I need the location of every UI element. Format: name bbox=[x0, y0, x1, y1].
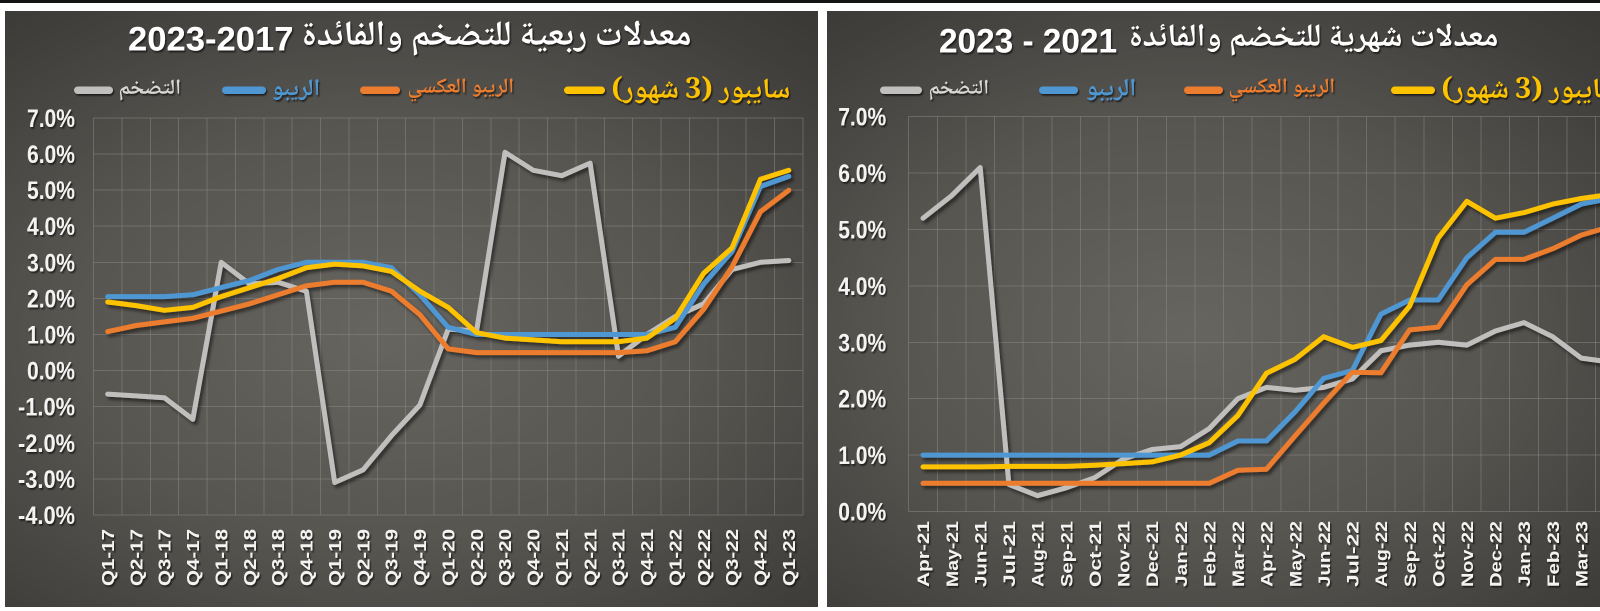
svg-text:-3.0%: -3.0% bbox=[18, 466, 75, 494]
svg-text:Q1-21: Q1-21 bbox=[552, 529, 572, 586]
svg-text:Q3-21: Q3-21 bbox=[609, 529, 629, 586]
svg-text:Nov-22: Nov-22 bbox=[1459, 521, 1477, 587]
svg-text:Q1-22: Q1-22 bbox=[666, 529, 686, 586]
svg-text:Q2-22: Q2-22 bbox=[694, 529, 714, 586]
svg-text:Feb-23: Feb-23 bbox=[1545, 521, 1563, 587]
svg-text:Sep-21: Sep-21 bbox=[1058, 521, 1076, 587]
svg-text:-4.0%: -4.0% bbox=[18, 502, 75, 530]
svg-text:Aug-22: Aug-22 bbox=[1373, 521, 1391, 587]
svg-text:3.0%: 3.0% bbox=[27, 249, 75, 277]
svg-text:4.0%: 4.0% bbox=[838, 273, 886, 301]
svg-text:5.0%: 5.0% bbox=[838, 217, 886, 245]
svg-text:2023 - 2021: 2023 - 2021 bbox=[939, 23, 1117, 61]
svg-text:7.0%: 7.0% bbox=[838, 104, 886, 132]
svg-text:Oct-21: Oct-21 bbox=[1087, 521, 1105, 587]
svg-text:Q1-19: Q1-19 bbox=[325, 529, 345, 586]
svg-text:Q3-19: Q3-19 bbox=[382, 529, 402, 586]
svg-text:-2.0%: -2.0% bbox=[18, 430, 75, 458]
svg-text:3.0%: 3.0% bbox=[838, 329, 886, 357]
svg-text:Jan-22: Jan-22 bbox=[1173, 521, 1191, 587]
svg-text:May-22: May-22 bbox=[1287, 521, 1305, 587]
svg-text:Jul-22: Jul-22 bbox=[1345, 521, 1363, 587]
svg-text:Q2-19: Q2-19 bbox=[353, 529, 373, 586]
svg-text:2023-2017: 2023-2017 bbox=[128, 21, 294, 59]
svg-text:Q4-17: Q4-17 bbox=[183, 529, 203, 586]
svg-text:Aug-21: Aug-21 bbox=[1030, 521, 1048, 587]
svg-text:4.0%: 4.0% bbox=[27, 213, 75, 241]
svg-text:0.0%: 0.0% bbox=[27, 358, 75, 386]
svg-text:Q3-17: Q3-17 bbox=[155, 529, 175, 586]
svg-text:7.0%: 7.0% bbox=[27, 105, 75, 133]
svg-text:Feb-22: Feb-22 bbox=[1201, 521, 1219, 587]
svg-text:-1.0%: -1.0% bbox=[18, 394, 75, 422]
svg-text:2.0%: 2.0% bbox=[838, 386, 886, 414]
svg-text:Q4-22: Q4-22 bbox=[751, 529, 771, 586]
svg-text:Jun-21: Jun-21 bbox=[972, 521, 990, 587]
svg-text:Q1-23: Q1-23 bbox=[779, 529, 799, 586]
svg-text:6.0%: 6.0% bbox=[838, 160, 886, 188]
svg-text:Q2-18: Q2-18 bbox=[240, 529, 260, 586]
svg-text:6.0%: 6.0% bbox=[27, 141, 75, 169]
svg-text:1.0%: 1.0% bbox=[27, 322, 75, 350]
svg-text:5.0%: 5.0% bbox=[27, 177, 75, 205]
svg-text:Q3-20: Q3-20 bbox=[495, 529, 515, 586]
svg-text:Mar-23: Mar-23 bbox=[1574, 521, 1592, 587]
svg-text:Q4-19: Q4-19 bbox=[410, 529, 430, 586]
svg-text:0.0%: 0.0% bbox=[838, 499, 886, 527]
svg-text:Q4-21: Q4-21 bbox=[637, 529, 657, 586]
svg-text:Q1-17: Q1-17 bbox=[98, 529, 118, 586]
svg-text:Q3-18: Q3-18 bbox=[268, 529, 288, 586]
svg-text:Nov-21: Nov-21 bbox=[1116, 521, 1134, 587]
svg-text:Jun-22: Jun-22 bbox=[1316, 521, 1334, 587]
svg-text:Q2-20: Q2-20 bbox=[467, 529, 487, 586]
svg-text:May-21: May-21 bbox=[944, 521, 962, 587]
svg-text:Mar-22: Mar-22 bbox=[1230, 521, 1248, 587]
svg-text:Q4-18: Q4-18 bbox=[297, 529, 317, 586]
svg-text:Q1-18: Q1-18 bbox=[211, 529, 231, 586]
svg-text:2.0%: 2.0% bbox=[27, 285, 75, 313]
svg-text:Apr-21: Apr-21 bbox=[915, 521, 933, 587]
svg-text:Jan-23: Jan-23 bbox=[1516, 521, 1534, 587]
svg-text:1.0%: 1.0% bbox=[838, 442, 886, 470]
svg-text:Q2-17: Q2-17 bbox=[126, 529, 146, 586]
svg-text:Jul-21: Jul-21 bbox=[1001, 521, 1019, 587]
svg-text:Q4-20: Q4-20 bbox=[524, 529, 544, 586]
svg-text:Dec-22: Dec-22 bbox=[1488, 521, 1506, 587]
svg-text:Dec-21: Dec-21 bbox=[1144, 521, 1162, 587]
svg-text:Oct-22: Oct-22 bbox=[1430, 521, 1448, 587]
svg-text:Sep-22: Sep-22 bbox=[1402, 521, 1420, 587]
svg-text:Q2-21: Q2-21 bbox=[580, 529, 600, 586]
svg-text:Q3-22: Q3-22 bbox=[722, 529, 742, 586]
svg-text:Q1-20: Q1-20 bbox=[438, 529, 458, 586]
svg-text:Apr-22: Apr-22 bbox=[1259, 521, 1277, 587]
